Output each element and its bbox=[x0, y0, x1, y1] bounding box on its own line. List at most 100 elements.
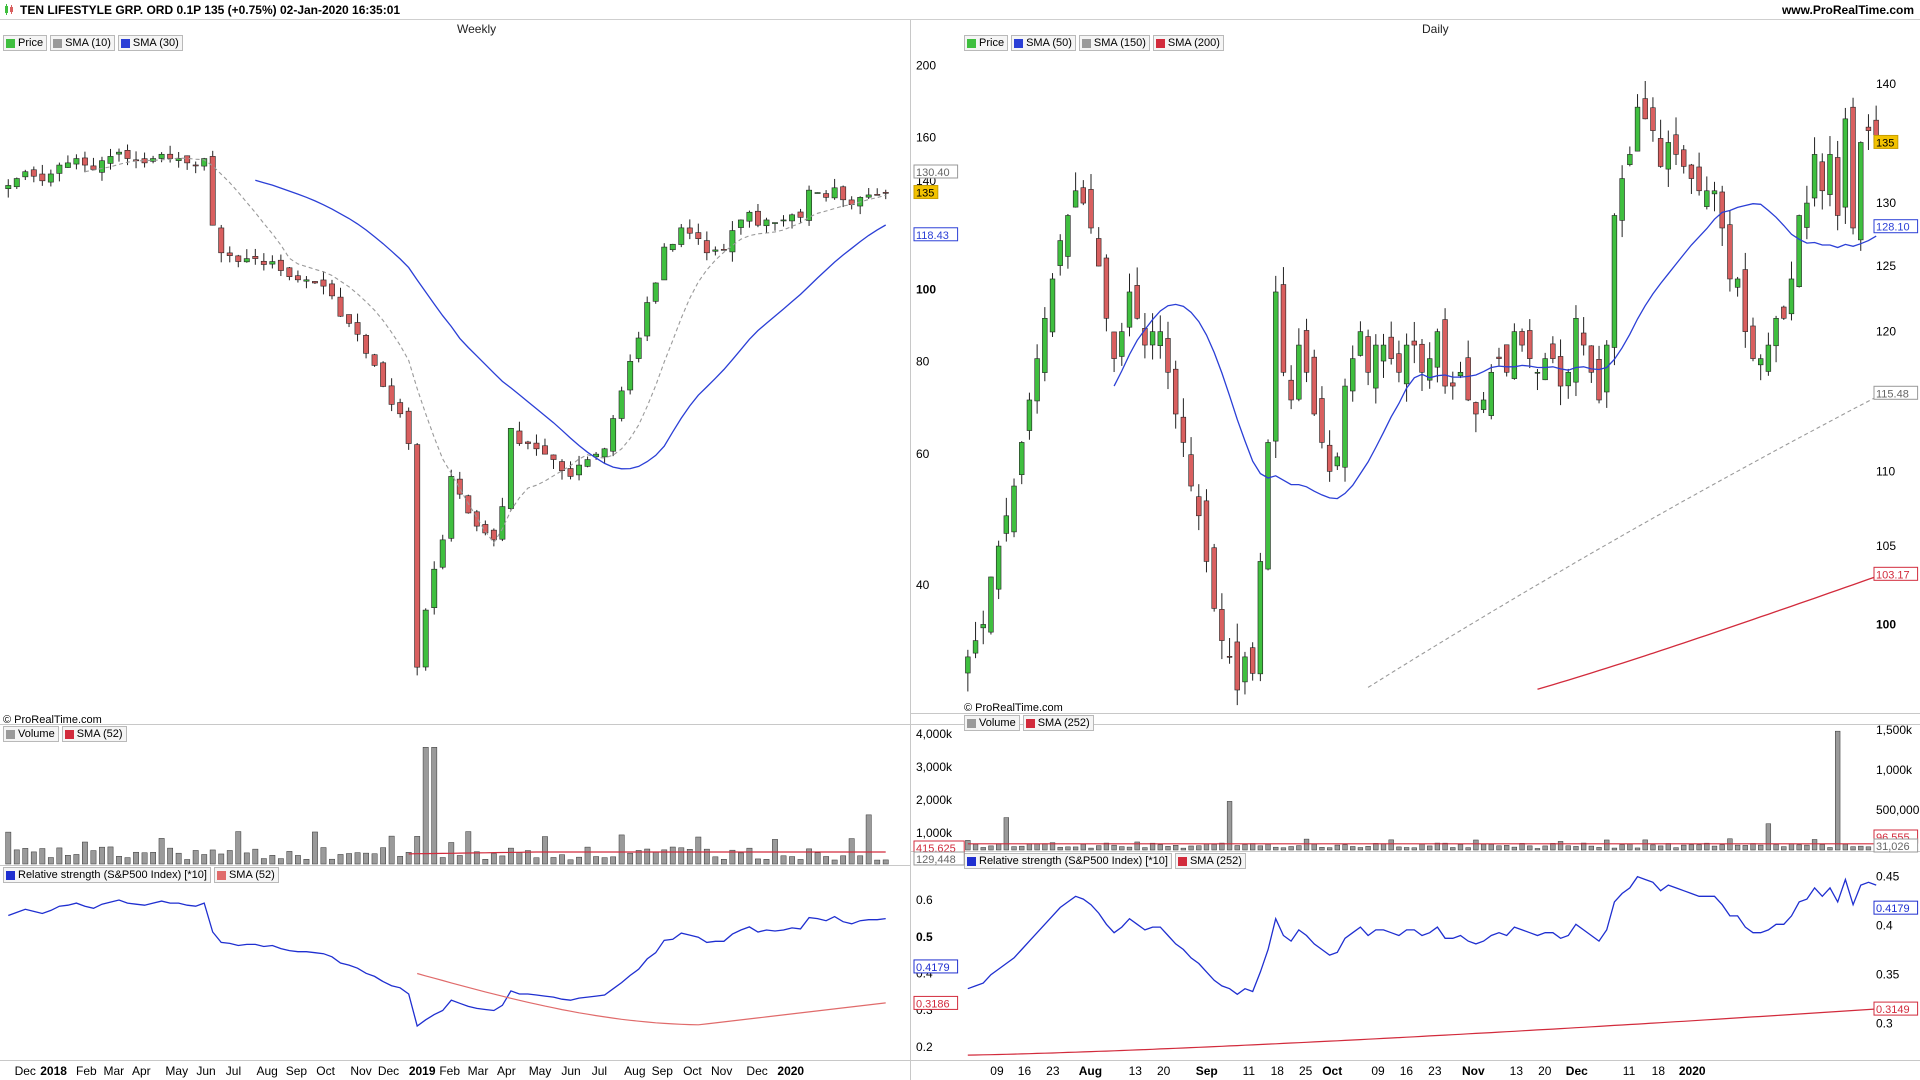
daily-volume-bar bbox=[1511, 846, 1518, 851]
daily-price-legend-item-2[interactable]: SMA (150) bbox=[1078, 35, 1150, 51]
weekly-volume-bar bbox=[542, 836, 548, 865]
weekly-rs-line bbox=[8, 899, 886, 1028]
weekly-x-tick-label: Mar bbox=[468, 1064, 489, 1078]
weekly-volume-bar bbox=[235, 831, 242, 865]
weekly-volume-bar bbox=[303, 859, 310, 865]
daily-candle bbox=[1303, 330, 1310, 373]
weekly-volume-bar bbox=[184, 859, 191, 865]
weekly-price-legend-item-0[interactable]: Price bbox=[3, 35, 48, 51]
daily-candle bbox=[1249, 647, 1256, 674]
daily-price-legend-item-3[interactable]: SMA (200) bbox=[1152, 35, 1224, 51]
daily-candle bbox=[1196, 496, 1202, 517]
daily-price-legend-item-0[interactable]: Price bbox=[964, 35, 1009, 51]
weekly-pane-divider-rs[interactable] bbox=[0, 865, 911, 866]
daily-price-legend: Price SMA (50) SMA (150) SMA (200) bbox=[964, 35, 1224, 51]
weekly-volume-bar bbox=[380, 847, 386, 865]
site-link[interactable]: www.ProRealTime.com bbox=[1781, 3, 1914, 17]
weekly-volume-bar bbox=[695, 836, 702, 865]
weekly-candle bbox=[559, 461, 565, 471]
daily-volume-bar bbox=[1704, 842, 1710, 851]
legend-swatch-icon bbox=[120, 38, 130, 48]
daily-rs-tick-label: 0.3 bbox=[1876, 1017, 1893, 1031]
weekly-volume-bar bbox=[729, 849, 736, 865]
daily-volume-bar bbox=[1850, 846, 1856, 851]
weekly-volume-tag-undefined: 129,448 bbox=[916, 854, 956, 866]
weekly-rs-legend-item-0[interactable]: Relative strength (S&P500 Index) [*10] bbox=[3, 867, 211, 883]
weekly-price-tag-undefined-box bbox=[913, 227, 959, 242]
weekly-volume-bar bbox=[116, 856, 122, 865]
weekly-chart[interactable]: 200160140100806040135130.40118.434,000k3… bbox=[5, 59, 965, 1078]
daily-volume-bar bbox=[1542, 845, 1548, 851]
daily-price-legend-item-1[interactable]: SMA (50) bbox=[1011, 35, 1076, 51]
weekly-candle bbox=[209, 156, 216, 226]
daily-volume-bar bbox=[1604, 839, 1610, 851]
weekly-candle bbox=[780, 219, 787, 222]
daily-volume-bar bbox=[1534, 848, 1541, 851]
daily-pane-divider-price[interactable] bbox=[911, 713, 1920, 714]
weekly-price-legend-item-1[interactable]: SMA (10) bbox=[50, 35, 115, 51]
daily-candle bbox=[1457, 371, 1464, 377]
daily-candle bbox=[1742, 269, 1748, 332]
daily-sma200-line bbox=[1537, 575, 1877, 690]
weekly-rs-tick-label: 0.2 bbox=[916, 1040, 933, 1054]
daily-rs-legend-item-1[interactable]: SMA (252) bbox=[1174, 853, 1246, 869]
legend-label: Volume bbox=[979, 717, 1016, 729]
daily-candle bbox=[1711, 190, 1718, 195]
weekly-volume-legend-item-0[interactable]: Volume bbox=[3, 726, 59, 742]
weekly-volume-bar bbox=[525, 850, 531, 865]
daily-x-tick-label: Aug bbox=[1079, 1064, 1102, 1078]
weekly-price-legend-item-2[interactable]: SMA (30) bbox=[117, 35, 183, 51]
weekly-candle bbox=[661, 246, 668, 281]
daily-volume-bar bbox=[1419, 843, 1425, 851]
daily-rs-legend-item-0[interactable]: Relative strength (S&P500 Index) [*10] bbox=[964, 853, 1172, 869]
weekly-rs-legend-item-1[interactable]: SMA (52) bbox=[213, 867, 279, 883]
daily-volume-bar bbox=[1280, 847, 1287, 851]
weekly-rs-tag-undefined-box bbox=[913, 995, 959, 1010]
weekly-volume-bar bbox=[490, 853, 497, 865]
daily-rs-line bbox=[967, 875, 1877, 996]
daily-x-tick-label: 09 bbox=[990, 1064, 1004, 1078]
weekly-volume-legend-item-1[interactable]: SMA (52) bbox=[61, 726, 127, 742]
daily-candle bbox=[995, 545, 1002, 590]
daily-volume-bar bbox=[996, 843, 1002, 851]
pane-divider-volume[interactable] bbox=[0, 724, 1920, 725]
daily-volume-bar bbox=[1042, 843, 1048, 851]
weekly-candle bbox=[542, 445, 548, 455]
daily-candle bbox=[1704, 190, 1710, 207]
weekly-volume-bar bbox=[158, 838, 165, 865]
daily-volume-bar bbox=[1611, 847, 1618, 851]
weekly-candle bbox=[703, 240, 710, 254]
daily-candle bbox=[972, 640, 979, 654]
weekly-candle bbox=[550, 454, 557, 460]
daily-pane-divider-rs[interactable] bbox=[911, 851, 1920, 852]
daily-candle bbox=[1342, 385, 1348, 468]
weekly-x-tick-label: Nov bbox=[711, 1064, 732, 1078]
weekly-volume-bar bbox=[456, 855, 463, 865]
weekly-volume-sma-line bbox=[408, 851, 886, 855]
daily-volume-bar bbox=[1250, 843, 1256, 851]
weekly-sma30-line bbox=[255, 179, 887, 470]
daily-chart[interactable]: 140 130 125 120 110 105 100 135 128.10 115.48 103.… bbox=[965, 77, 1920, 1078]
weekly-price-tag-undefined: 135 bbox=[916, 188, 934, 200]
daily-volume-bar bbox=[1588, 845, 1594, 851]
daily-candle bbox=[1203, 500, 1210, 562]
daily-volume-legend-item-0[interactable]: Volume bbox=[964, 715, 1020, 731]
daily-volume-bar bbox=[1557, 841, 1564, 851]
daily-price-tag-undefined-box bbox=[1873, 134, 1899, 149]
weekly-volume-bar bbox=[141, 852, 148, 865]
daily-candle bbox=[1380, 344, 1387, 362]
weekly-candle bbox=[22, 171, 29, 178]
pane-divider-vertical[interactable] bbox=[910, 20, 911, 1080]
legend-swatch-icon bbox=[6, 38, 15, 48]
legend-swatch-icon bbox=[1081, 38, 1091, 48]
weekly-candle bbox=[329, 283, 335, 297]
daily-x-tick-label: 11 bbox=[1623, 1064, 1636, 1078]
weekly-volume-bar bbox=[857, 855, 864, 865]
daily-volume-bar bbox=[1734, 844, 1741, 851]
daily-candle bbox=[1373, 344, 1379, 389]
daily-volume-legend-item-1[interactable]: SMA (252) bbox=[1022, 715, 1094, 731]
weekly-x-tick-label: Jul bbox=[592, 1064, 607, 1078]
weekly-x-tick-label: 2020 bbox=[777, 1064, 804, 1078]
weekly-candle bbox=[823, 193, 830, 198]
